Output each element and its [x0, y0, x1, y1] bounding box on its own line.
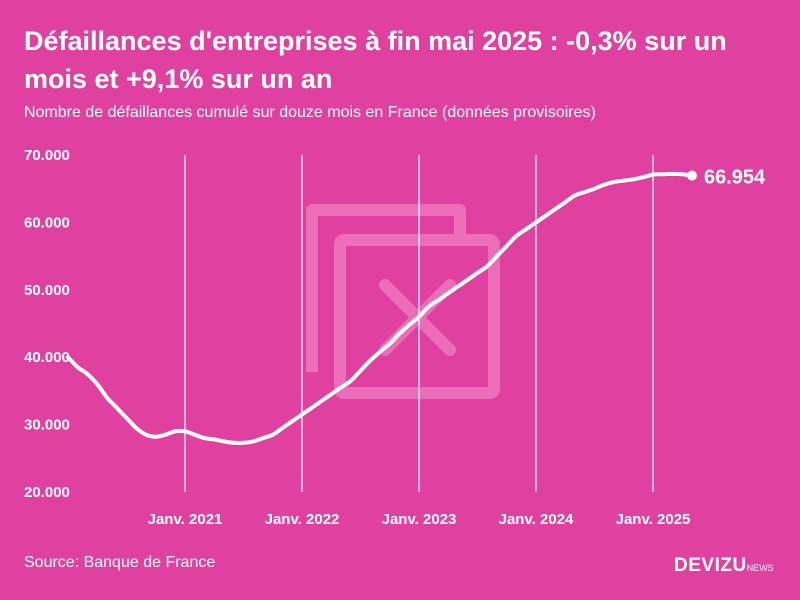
y-tick-label: 40.000: [24, 349, 70, 366]
y-tick-label: 20.000: [24, 484, 70, 501]
y-tick-label: 60.000: [24, 214, 70, 231]
source-note: Source: Banque de France: [24, 554, 216, 571]
x-gridlines: [184, 155, 654, 492]
x-tick-label: Janv. 2024: [499, 511, 574, 528]
chart-title: Défaillances d'entreprises à fin mai 202…: [24, 26, 727, 94]
broken-image-icon: [306, 204, 500, 399]
y-tick-label: 70.000: [24, 147, 70, 164]
y-tick-label: 50.000: [24, 282, 70, 299]
x-tick-label: Janv. 2022: [265, 511, 340, 528]
series-line: [66, 171, 694, 445]
series-layer: 66.954: [66, 167, 766, 445]
y-tick-label: 30.000: [24, 417, 70, 434]
end-value-label: 66.954: [704, 167, 766, 189]
y-axis: 20.000 30.000 40.000 50.000 60.000 70.000: [24, 147, 70, 501]
x-tick-label: Janv. 2025: [616, 511, 691, 528]
brand-suffix: NEWS: [746, 563, 774, 573]
x-tick-label: Janv. 2021: [148, 511, 223, 528]
end-point: [687, 170, 697, 181]
brand-logo: DEVIZUNEWS: [674, 555, 774, 579]
brand-name: DEVIZU: [674, 555, 747, 576]
x-axis: Janv. 2021 Janv. 2022 Janv. 2023 Janv. 2024…: [148, 511, 691, 528]
chart-subtitle: Nombre de défaillances cumulé sur douze …: [24, 104, 596, 121]
x-tick-label: Janv. 2023: [382, 511, 457, 528]
